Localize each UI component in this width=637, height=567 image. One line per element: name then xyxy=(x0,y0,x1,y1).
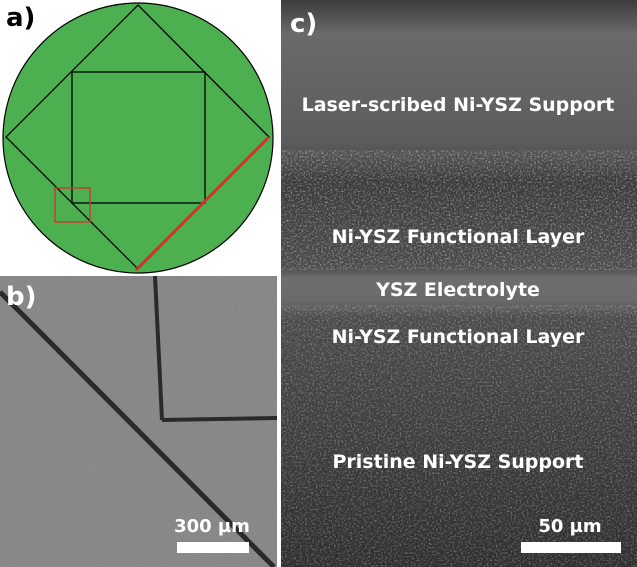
inner-square xyxy=(71,71,206,204)
layer-label: Ni-YSZ Functional Layer xyxy=(332,226,585,248)
panel-b: b) 300 µm xyxy=(0,275,278,567)
layer-label: Pristine Ni-YSZ Support xyxy=(333,451,584,473)
scribe-line xyxy=(134,135,271,272)
zoom-box xyxy=(54,187,91,223)
panel-a: a) xyxy=(2,2,274,274)
scale-label: 50 µm xyxy=(538,516,601,537)
panel-c: c) Laser-scribed Ni-YSZ Support Ni-YSZ F… xyxy=(281,0,637,567)
panel-label: a) xyxy=(6,3,35,33)
scribe-lines xyxy=(0,275,278,567)
layer-label: YSZ Electrolyte xyxy=(375,279,540,301)
panel-label: b) xyxy=(6,282,37,312)
layer-label: Laser-scribed Ni-YSZ Support xyxy=(302,94,615,116)
wafer xyxy=(2,2,274,274)
texture xyxy=(281,305,637,567)
scale-bar xyxy=(177,542,249,553)
scale-label: 300 µm xyxy=(174,516,250,537)
scale-bar xyxy=(521,542,621,553)
panel-label: c) xyxy=(290,9,317,39)
texture xyxy=(0,276,277,567)
texture xyxy=(281,150,637,270)
layer-label: Ni-YSZ Functional Layer xyxy=(332,326,585,348)
